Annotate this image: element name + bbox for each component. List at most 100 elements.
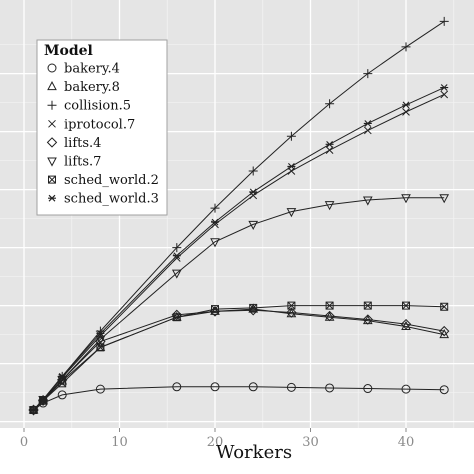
data-point-collision-5: [286, 131, 296, 141]
legend-key-bakery-8: [47, 81, 57, 91]
data-point-lifts-4: [400, 318, 412, 330]
data-point-bakery-4: [325, 383, 335, 393]
data-point-bakery-4: [248, 382, 258, 392]
data-point-lifts-4: [438, 325, 450, 337]
data-point-collision-5: [401, 42, 411, 52]
legend-key-collision-5: [47, 100, 57, 110]
data-point-sched-world-3: [29, 406, 38, 414]
legend-label: sched_world.3: [64, 192, 159, 207]
data-point-sched-world-2: [325, 301, 334, 310]
legend-item-lifts-7: lifts.7: [47, 155, 101, 170]
data-point-sched-world-3: [58, 372, 67, 380]
data-point-lifts-7: [362, 196, 373, 206]
x-tick-label: 40: [398, 435, 415, 450]
data-point-sched-world-3: [172, 252, 181, 260]
data-point-lifts-4: [362, 314, 374, 325]
data-point-sched-world-3: [325, 140, 334, 148]
x-tick-label: 30: [302, 435, 319, 450]
data-point-bakery-4: [401, 384, 411, 394]
data-point-sched-world-2: [402, 301, 410, 310]
legend-item-collision-5: collision.5: [47, 99, 131, 114]
legend-box: [36, 39, 168, 216]
legend-key-iprotocol-7: [48, 119, 56, 128]
data-point-sched-world-3: [287, 163, 296, 170]
data-point-collision-5: [172, 243, 182, 253]
series-sched-world-3: [29, 84, 449, 414]
legend-key-bakery-4: [47, 63, 57, 73]
data-point-collision-5: [439, 16, 449, 26]
legend-key-sched-world-3: [48, 194, 56, 202]
data-point-sched-world-2: [363, 301, 372, 310]
series-layer: [28, 16, 450, 416]
data-point-sched-world-2: [211, 305, 219, 314]
legend-label: bakery.4: [64, 62, 120, 77]
data-point-iprotocol-7: [440, 90, 449, 99]
legend-item-bakery-4: bakery.4: [47, 62, 120, 77]
data-point-sched-world-2: [440, 302, 449, 311]
data-point-bakery-4: [286, 382, 296, 392]
data-point-lifts-4: [95, 336, 106, 347]
legend-item-bakery-8: bakery.8: [47, 80, 120, 95]
data-point-iprotocol-7: [363, 126, 372, 135]
legend-key-lifts-4: [46, 137, 58, 148]
data-point-sched-world-3: [440, 84, 449, 91]
data-point-sched-world-3: [363, 120, 372, 127]
data-point-sched-world-2: [96, 343, 105, 352]
data-point-lifts-4: [324, 310, 335, 322]
grid: [0, 0, 474, 428]
data-point-bakery-4: [172, 382, 182, 392]
data-point-bakery-4: [95, 384, 105, 394]
data-point-collision-5: [248, 166, 258, 176]
data-point-sched-world-2: [39, 396, 48, 405]
data-point-lifts-7: [95, 335, 106, 345]
legend-label: bakery.8: [64, 80, 120, 95]
data-point-sched-world-3: [249, 188, 258, 196]
data-point-collision-5: [363, 69, 373, 79]
legend-item-iprotocol-7: iprotocol.7: [48, 117, 135, 132]
data-point-sched-world-2: [58, 379, 67, 388]
x-tick-label: 10: [111, 435, 128, 450]
data-point-lifts-7: [439, 194, 450, 204]
legend-label: sched_world.2: [64, 173, 159, 188]
data-point-lifts-7: [171, 269, 182, 279]
data-point-collision-5: [210, 203, 220, 213]
data-point-bakery-4: [363, 384, 373, 394]
series-bakery-4: [29, 382, 449, 415]
legend: Model bakery.4 bakery.8 collision.5 iprotoc…: [36, 39, 168, 216]
legend-key-lifts-7: [47, 157, 57, 167]
data-point-bakery-4: [210, 382, 220, 392]
legend-item-sched-world-3: sched_world.3: [48, 192, 159, 207]
data-point-sched-world-3: [39, 396, 48, 403]
data-point-sched-world-3: [96, 330, 105, 337]
series-line-sched-world-3: [33, 87, 445, 411]
legend-item-lifts-4: lifts.4: [46, 136, 101, 151]
legend-label: iprotocol.7: [64, 117, 135, 132]
legend-key-sched-world-2: [48, 175, 56, 184]
legend-label: lifts.7: [64, 155, 101, 170]
legend-item-sched-world-2: sched_world.2: [48, 173, 159, 188]
legend-label: lifts.4: [64, 136, 101, 151]
data-point-lifts-7: [210, 238, 220, 248]
data-point-lifts-4: [286, 307, 297, 318]
legend-title: Model: [44, 43, 93, 59]
data-point-sched-world-2: [249, 303, 258, 312]
data-point-lifts-7: [286, 208, 297, 218]
data-point-sched-world-2: [172, 313, 181, 322]
x-tick-label: 20: [207, 435, 224, 450]
data-point-lifts-7: [38, 396, 48, 406]
data-point-lifts-7: [401, 194, 411, 204]
x-tick-label: 0: [20, 435, 28, 450]
data-point-lifts-7: [248, 220, 259, 230]
data-point-sched-world-3: [211, 218, 219, 226]
series-line-bakery-4: [33, 386, 445, 411]
data-point-iprotocol-7: [325, 146, 334, 155]
x-axis-ticks: 0 10 20 30 40: [20, 428, 414, 450]
data-point-sched-world-3: [402, 101, 410, 109]
data-point-bakery-4: [57, 390, 67, 400]
data-point-sched-world-2: [287, 301, 296, 310]
data-point-iprotocol-7: [249, 191, 258, 200]
legend-items: bakery.4 bakery.8 collision.5 iprotocol.7 li…: [46, 62, 159, 207]
x-axis-title: Workers: [216, 442, 292, 463]
